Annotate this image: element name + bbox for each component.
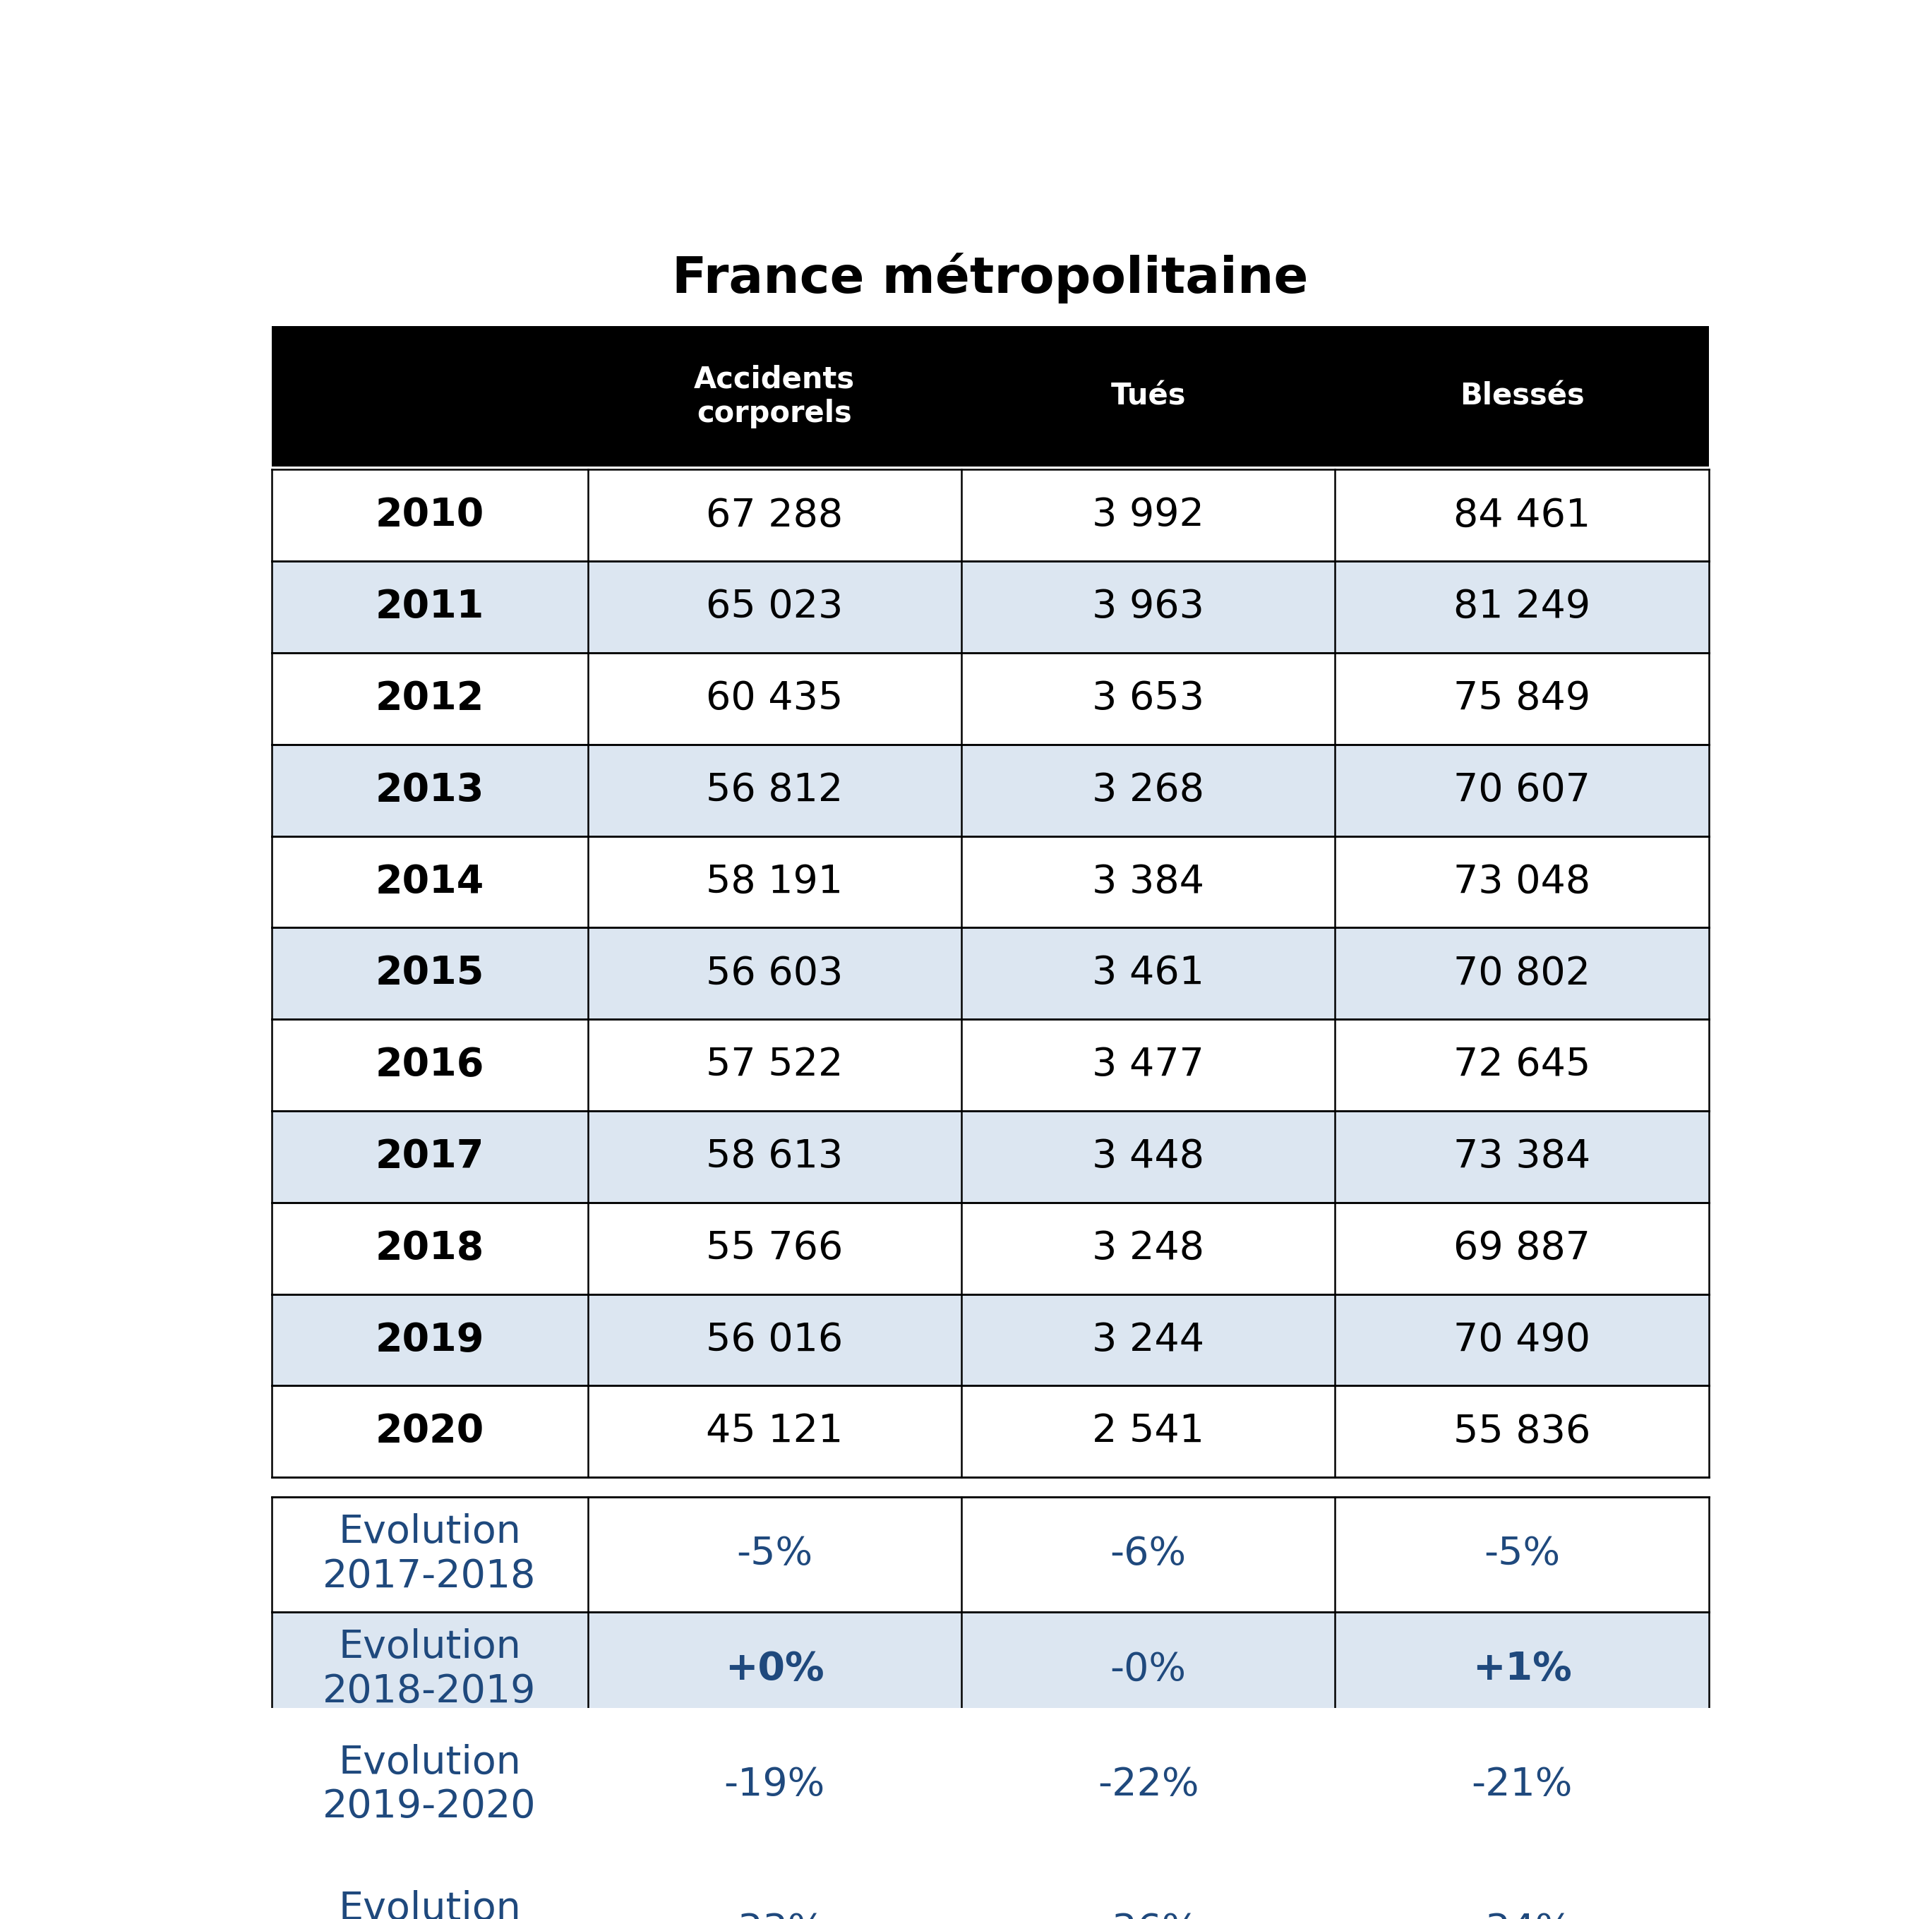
Text: 56 016: 56 016 — [705, 1320, 842, 1359]
Text: 2019: 2019 — [375, 1320, 485, 1359]
Text: 69 887: 69 887 — [1453, 1230, 1590, 1267]
Text: +0%: +0% — [724, 1650, 825, 1689]
Text: -22%: -22% — [1097, 1765, 1200, 1804]
Text: -5%: -5% — [736, 1535, 813, 1574]
Bar — [270, 1478, 1710, 1497]
Bar — [270, 1842, 1710, 1865]
Bar — [270, 1497, 1710, 1612]
Text: 3 963: 3 963 — [1092, 587, 1204, 626]
Bar — [270, 1386, 1710, 1478]
Text: -6%: -6% — [1111, 1535, 1186, 1574]
Text: 2018: 2018 — [375, 1230, 485, 1267]
Text: 58 191: 58 191 — [705, 864, 842, 902]
Text: 58 613: 58 613 — [705, 1138, 842, 1176]
Text: 3 992: 3 992 — [1092, 497, 1204, 535]
Text: 70 802: 70 802 — [1453, 954, 1590, 992]
Text: 2016: 2016 — [375, 1046, 485, 1084]
Text: 72 645: 72 645 — [1453, 1046, 1590, 1084]
Text: -33%: -33% — [724, 1911, 825, 1919]
Text: Evolution
2017-2018: Evolution 2017-2018 — [323, 1514, 537, 1595]
Text: 56 812: 56 812 — [705, 771, 842, 810]
Bar — [270, 927, 1710, 1019]
Text: 2013: 2013 — [375, 771, 485, 810]
Text: 3 477: 3 477 — [1092, 1046, 1204, 1084]
Bar — [270, 470, 1710, 560]
Bar — [270, 837, 1710, 927]
Text: 3 653: 3 653 — [1092, 679, 1204, 718]
Text: 81 249: 81 249 — [1453, 587, 1590, 626]
Text: 55 836: 55 836 — [1453, 1412, 1590, 1451]
Text: 67 288: 67 288 — [705, 497, 842, 535]
Bar — [270, 1727, 1710, 1842]
Text: 3 448: 3 448 — [1092, 1138, 1204, 1176]
Text: -5%: -5% — [1484, 1535, 1561, 1574]
Text: 73 384: 73 384 — [1453, 1138, 1590, 1176]
Text: 75 849: 75 849 — [1453, 679, 1590, 718]
Text: 2015: 2015 — [375, 954, 485, 992]
Text: 2011: 2011 — [375, 587, 485, 626]
Text: Blessés: Blessés — [1459, 382, 1584, 411]
Text: Evolution
2010-2020: Evolution 2010-2020 — [323, 1890, 537, 1919]
Bar — [270, 326, 1710, 466]
Text: Accidents
corporels: Accidents corporels — [694, 365, 856, 428]
Text: 60 435: 60 435 — [705, 679, 842, 718]
Bar — [270, 1019, 1710, 1111]
Text: 2010: 2010 — [375, 497, 485, 535]
Text: Tués: Tués — [1111, 382, 1186, 411]
Text: -19%: -19% — [724, 1765, 825, 1804]
Bar — [270, 1111, 1710, 1203]
Bar — [270, 1293, 1710, 1386]
Text: 57 522: 57 522 — [705, 1046, 842, 1084]
Text: Evolution
2019-2020: Evolution 2019-2020 — [323, 1744, 537, 1825]
Text: 2017: 2017 — [375, 1138, 485, 1176]
Text: 3 461: 3 461 — [1092, 954, 1204, 992]
Text: -36%: -36% — [1097, 1911, 1200, 1919]
Bar — [270, 652, 1710, 745]
Text: 3 244: 3 244 — [1092, 1320, 1204, 1359]
Text: 65 023: 65 023 — [705, 587, 842, 626]
Text: 2 541: 2 541 — [1092, 1412, 1204, 1451]
Text: +1%: +1% — [1472, 1650, 1571, 1689]
Text: Evolution
2018-2019: Evolution 2018-2019 — [323, 1629, 537, 1710]
Text: 2014: 2014 — [375, 864, 485, 902]
Bar — [270, 745, 1710, 837]
Text: 3 248: 3 248 — [1092, 1230, 1204, 1267]
Bar — [270, 1612, 1710, 1727]
Text: 56 603: 56 603 — [705, 954, 842, 992]
Text: France métropolitaine: France métropolitaine — [672, 253, 1308, 303]
Text: 84 461: 84 461 — [1453, 497, 1590, 535]
Text: 73 048: 73 048 — [1453, 864, 1590, 902]
Text: 3 384: 3 384 — [1092, 864, 1204, 902]
Text: -0%: -0% — [1111, 1650, 1186, 1689]
Text: 70 490: 70 490 — [1453, 1320, 1590, 1359]
Bar — [270, 560, 1710, 652]
Text: 2012: 2012 — [375, 679, 485, 718]
Text: 3 268: 3 268 — [1092, 771, 1204, 810]
Text: -34%: -34% — [1472, 1911, 1573, 1919]
Bar — [270, 1203, 1710, 1293]
Bar — [270, 1865, 1710, 1919]
Text: 55 766: 55 766 — [705, 1230, 842, 1267]
Text: 2020: 2020 — [375, 1412, 485, 1451]
Text: 70 607: 70 607 — [1453, 771, 1590, 810]
Text: -21%: -21% — [1472, 1765, 1573, 1804]
Text: 45 121: 45 121 — [705, 1412, 842, 1451]
